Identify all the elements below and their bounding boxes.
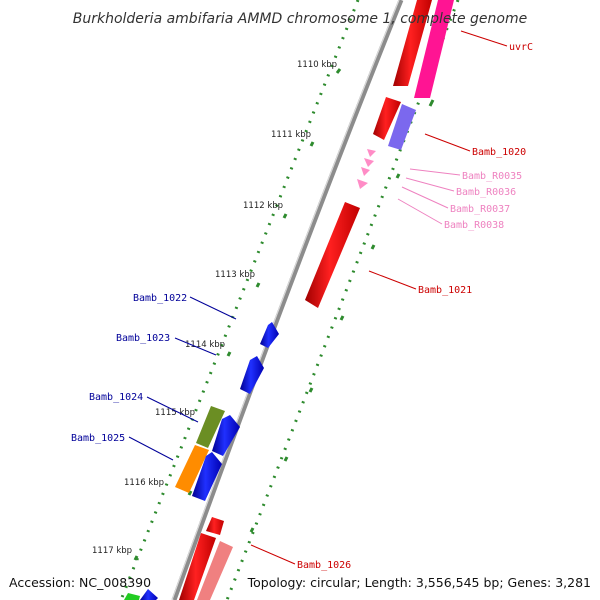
feature-label-bamb-1022: Bamb_1022 <box>133 293 187 304</box>
feature-label-bamb-r0038: Bamb_R0038 <box>444 220 504 231</box>
feature-label-bamb-1024: Bamb_1024 <box>89 392 143 403</box>
cds-blue-bottom <box>140 589 158 600</box>
tick-labels: 1110 kbp 1111 kbp 1112 kbp 1113 kbp 1114… <box>92 60 337 556</box>
rna-feature-labels: Bamb_R0035 Bamb_R0036 Bamb_R0037 Bamb_R0… <box>444 171 522 231</box>
cds-olive <box>196 406 225 448</box>
gc-content-outer-dots <box>225 0 460 600</box>
rna-features <box>357 149 376 189</box>
tick-label: 1113 kbp <box>215 270 255 280</box>
cds-bamb-1024 <box>212 415 240 456</box>
reverse-strand-features <box>124 322 279 600</box>
tick-label: 1110 kbp <box>297 60 337 70</box>
tick-label: 1114 kbp <box>185 340 225 350</box>
feature-label-bamb-1023: Bamb_1023 <box>116 333 170 344</box>
cds-green <box>124 593 140 600</box>
rna-bamb-r0035 <box>367 149 376 157</box>
forward-feature-labels: uvrC Bamb_1020 Bamb_1021 Bamb_1026 <box>297 42 533 571</box>
map-title: Burkholderia ambifaria AMMD chromosome 1… <box>73 11 527 27</box>
label-leader-lines <box>128 30 508 565</box>
rna-bamb-r0036 <box>364 158 374 167</box>
feature-label-bamb-1021: Bamb_1021 <box>418 285 472 296</box>
tick-label: 1111 kbp <box>271 130 311 140</box>
cds-magenta <box>414 0 454 98</box>
gc-skew-marks <box>133 68 435 561</box>
rna-bamb-r0038 <box>357 179 368 189</box>
topology-text: Topology: circular; Length: 3,556,545 bp… <box>247 575 591 590</box>
feature-label-bamb-1026: Bamb_1026 <box>297 560 351 571</box>
cds-bamb-1023 <box>240 356 264 394</box>
cds-bamb-1021 <box>305 202 360 308</box>
reverse-feature-labels: Bamb_1022 Bamb_1023 Bamb_1024 Bamb_1025 <box>71 293 187 444</box>
feature-label-bamb-r0035: Bamb_R0035 <box>462 171 522 182</box>
rna-bamb-r0037 <box>361 167 370 176</box>
cds-salmon <box>197 541 233 600</box>
tick-label: 1115 kbp <box>155 408 195 418</box>
cds-bamb-1026 <box>179 533 216 600</box>
feature-label-bamb-1020: Bamb_1020 <box>472 147 526 158</box>
feature-label-bamb-r0037: Bamb_R0037 <box>450 204 510 215</box>
cds-bamb-1025-blue <box>192 452 222 501</box>
tick-label: 1112 kbp <box>243 201 283 211</box>
tick-label: 1116 kbp <box>124 478 164 488</box>
feature-label-bamb-r0036: Bamb_R0036 <box>456 187 516 198</box>
cds-bamb-1020 <box>373 97 401 140</box>
feature-label-bamb-1025: Bamb_1025 <box>71 433 125 444</box>
tick-label: 1117 kbp <box>92 546 132 556</box>
accession-text: Accession: NC_008390 <box>9 575 151 590</box>
cds-bamb-1025-orange <box>175 445 209 493</box>
cds-bamb-1022 <box>260 322 279 348</box>
cds-uvrc <box>393 0 432 86</box>
feature-label-uvrc: uvrC <box>509 42 533 53</box>
cds-purple <box>388 104 416 150</box>
forward-strand-features <box>179 0 454 600</box>
genome-backbone <box>171 0 404 600</box>
cds-bamb-1026-small <box>206 517 224 535</box>
